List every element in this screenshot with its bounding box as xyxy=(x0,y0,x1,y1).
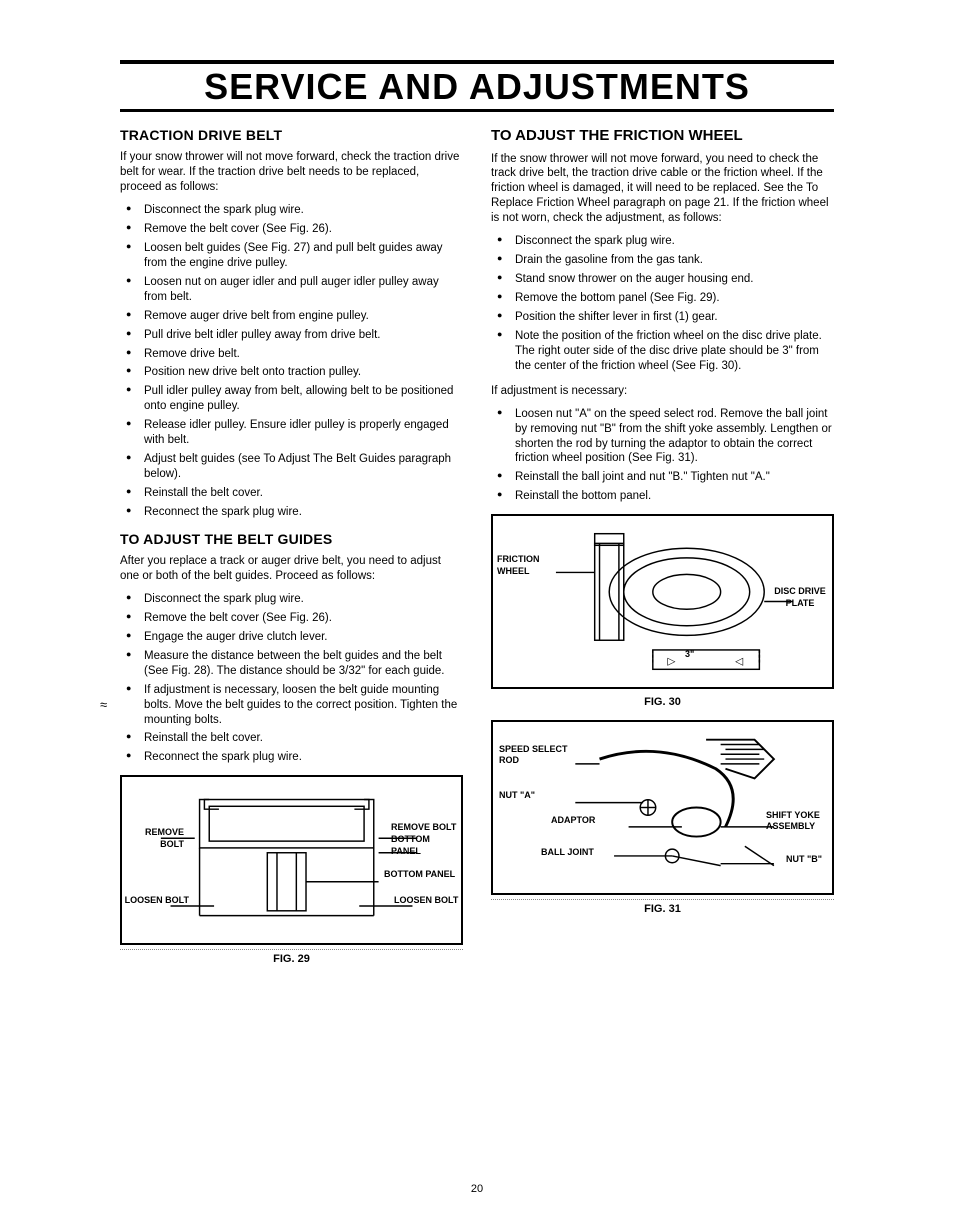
fig29-caption: FIG. 29 xyxy=(120,949,463,966)
fig29-label: LOOSEN BOLT xyxy=(124,895,189,907)
list-item: Remove drive belt. xyxy=(120,347,463,362)
heading-guides: TO ADJUST THE BELT GUIDES xyxy=(120,530,463,548)
fig29-label: BOTTOM PANEL xyxy=(384,869,459,881)
figure-30: ▷ ◁ FRICTION WHEEL DISC DRIVE PLATE 3" xyxy=(491,514,834,689)
fig31-label: SPEED SELECT ROD xyxy=(499,744,571,767)
list-item: Reinstall the ball joint and nut "B." Ti… xyxy=(491,470,834,485)
list-item: Reinstall the belt cover. xyxy=(120,731,463,746)
list-item: Disconnect the spark plug wire. xyxy=(491,234,834,249)
title-bar: SERVICE AND ADJUSTMENTS xyxy=(120,60,834,112)
traction-intro: If your snow thrower will not move forwa… xyxy=(120,150,463,195)
guides-intro: After you replace a track or auger drive… xyxy=(120,554,463,584)
fig31-caption: FIG. 31 xyxy=(491,899,834,916)
fig29-label: LOOSEN BOLT xyxy=(394,895,459,907)
list-item: Remove the bottom panel (See Fig. 29). xyxy=(491,291,834,306)
figure-29: REMOVE BOLT REMOVE BOLT BOTTOM PANEL BOT… xyxy=(120,775,463,945)
list-item: If adjustment is necessary, loosen the b… xyxy=(120,683,463,728)
traction-steps: Disconnect the spark plug wire. Remove t… xyxy=(120,203,463,520)
list-item: Position new drive belt onto traction pu… xyxy=(120,365,463,380)
adjust-necessary: If adjustment is necessary: xyxy=(491,384,834,399)
list-item: Disconnect the spark plug wire. xyxy=(120,592,463,607)
list-item: Stand snow thrower on the auger housing … xyxy=(491,272,834,287)
list-item: Position the shifter lever in first (1) … xyxy=(491,310,834,325)
fig29-label: REMOVE BOLT xyxy=(124,827,184,850)
fig31-label: BALL JOINT xyxy=(541,847,594,859)
list-item: Note the position of the friction wheel … xyxy=(491,329,834,374)
heading-friction: TO ADJUST THE FRICTION WHEEL xyxy=(491,126,834,146)
list-item: Pull drive belt idler pulley away from d… xyxy=(120,328,463,343)
left-column: TRACTION DRIVE BELT If your snow thrower… xyxy=(120,126,463,967)
list-item: Loosen nut "A" on the speed select rod. … xyxy=(491,407,834,467)
fig30-caption: FIG. 30 xyxy=(491,693,834,709)
list-item: Disconnect the spark plug wire. xyxy=(120,203,463,218)
list-item: Drain the gasoline from the gas tank. xyxy=(491,253,834,268)
list-item: Pull idler pulley away from belt, allowi… xyxy=(120,384,463,414)
list-item: Reinstall the belt cover. xyxy=(120,486,463,501)
svg-text:▷: ▷ xyxy=(667,656,676,668)
fig31-label: SHIFT YOKE ASSEMBLY xyxy=(766,810,828,833)
right-column: TO ADJUST THE FRICTION WHEEL If the snow… xyxy=(491,126,834,967)
list-item: Loosen nut on auger idler and pull auger… xyxy=(120,275,463,305)
list-item: Remove the belt cover (See Fig. 26). xyxy=(120,222,463,237)
list-item: Engage the auger drive clutch lever. xyxy=(120,630,463,645)
fig31-label: NUT "B" xyxy=(786,854,822,866)
list-item: Reinstall the bottom panel. xyxy=(491,489,834,504)
list-item: Measure the distance between the belt gu… xyxy=(120,649,463,679)
guides-steps: Disconnect the spark plug wire. Remove t… xyxy=(120,592,463,765)
list-item: Remove auger drive belt from engine pull… xyxy=(120,309,463,324)
stray-mark: ≈ xyxy=(100,697,107,712)
page-number: 20 xyxy=(471,1183,483,1195)
list-item: Loosen belt guides (See Fig. 27) and pul… xyxy=(120,241,463,271)
adjust-steps: Loosen nut "A" on the speed select rod. … xyxy=(491,407,834,505)
fig30-label: 3" xyxy=(685,649,694,661)
list-item: Reconnect the spark plug wire. xyxy=(120,750,463,765)
svg-text:◁: ◁ xyxy=(735,656,744,668)
figure-31: SPEED SELECT ROD NUT "A" ADAPTOR BALL JO… xyxy=(491,720,834,895)
fig30-label: DISC DRIVE PLATE xyxy=(770,586,830,609)
friction-intro: If the snow thrower will not move forwar… xyxy=(491,152,834,227)
page-title: SERVICE AND ADJUSTMENTS xyxy=(120,64,834,109)
friction-steps: Disconnect the spark plug wire. Drain th… xyxy=(491,234,834,374)
fig30-label: FRICTION WHEEL xyxy=(497,554,549,577)
content-columns: TRACTION DRIVE BELT If your snow thrower… xyxy=(120,126,834,967)
list-item: Adjust belt guides (see To Adjust The Be… xyxy=(120,452,463,482)
fig29-diagram xyxy=(130,785,453,935)
heading-traction: TRACTION DRIVE BELT xyxy=(120,126,463,144)
list-item: Remove the belt cover (See Fig. 26). xyxy=(120,611,463,626)
list-item: Release idler pulley. Ensure idler pulle… xyxy=(120,418,463,448)
fig31-label: ADAPTOR xyxy=(551,815,595,827)
fig29-label: REMOVE BOLT BOTTOM PANEL xyxy=(391,822,459,857)
fig31-label: NUT "A" xyxy=(499,790,535,802)
list-item: Reconnect the spark plug wire. xyxy=(120,505,463,520)
